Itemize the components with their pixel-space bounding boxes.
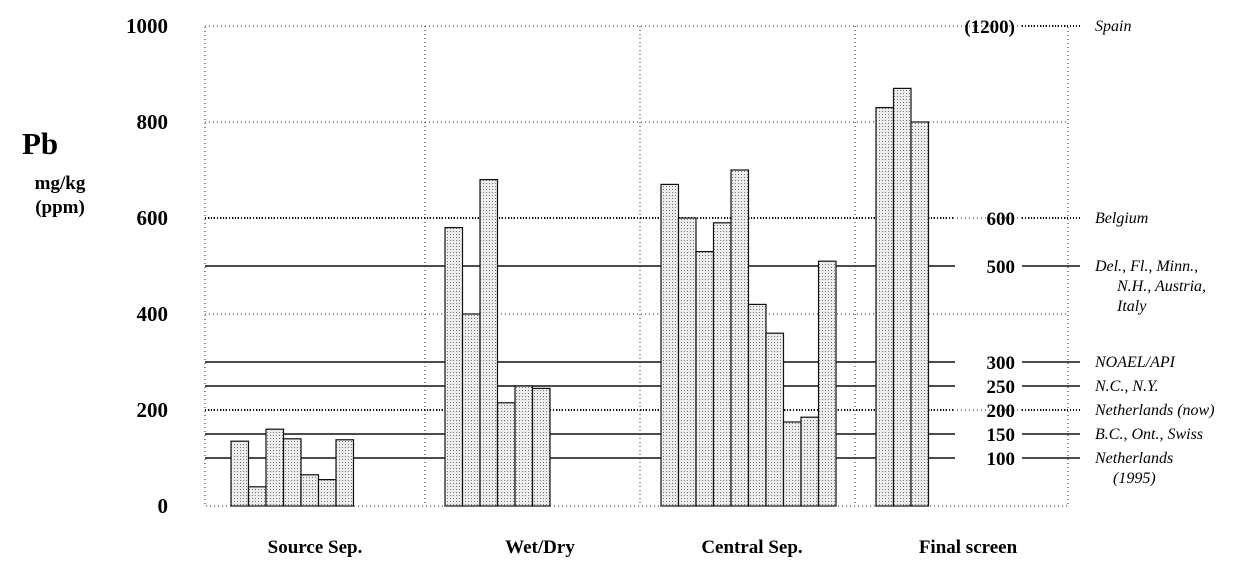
bar-2-3 [712,222,732,507]
bar-0-3 [282,438,302,507]
bar-0-6 [335,439,355,507]
bar-0-4 [300,474,320,507]
bar-1-3 [496,402,516,507]
category-label: Central Sep. [701,537,802,558]
category-label: Wet/Dry [505,537,575,558]
y-tick-label: 600 [137,206,169,230]
jurisdiction-label: Italy [1116,298,1147,315]
bar-1-4 [514,385,534,507]
bar-3-1 [892,87,912,507]
bar-0-0 [230,440,250,507]
bar-3-0 [875,106,895,507]
category-label: Source Sep. [268,537,363,558]
jurisdiction-label: N.H., Austria, [1116,278,1206,295]
reference-value-label: 500 [987,257,1016,278]
bar-2-4 [730,169,750,507]
bar-2-0 [660,183,680,507]
bar-2-8 [800,416,820,507]
bar-2-7 [782,421,802,507]
bar-2-5 [747,303,767,507]
bar-2-1 [677,217,697,507]
jurisdiction-label: (1995) [1113,470,1156,487]
reference-value-label: 250 [987,377,1016,398]
bar-2-9 [817,260,837,507]
reference-value-label: 200 [987,401,1016,422]
y-tick-label: 400 [137,302,169,326]
y-tick-label: 200 [137,398,169,422]
reference-value-label: 600 [987,209,1016,230]
bar-1-0 [444,227,464,507]
jurisdiction-label: N.C., N.Y. [1094,378,1158,395]
y-axis-unit-line2: (ppm) [35,197,85,218]
y-tick-label: 800 [137,110,169,134]
bar-0-2 [265,428,285,507]
jurisdiction-label: Netherlands (now) [1094,402,1215,419]
bar-3-2 [910,121,930,507]
reference-value-label: 150 [987,425,1016,446]
jurisdiction-label: B.C., Ont., Swiss [1095,426,1203,443]
y-tick-label: 1000 [126,14,168,38]
y-axis-title: Pb [22,126,59,161]
bar-1-1 [461,313,481,507]
reference-value-label: 100 [987,449,1016,470]
jurisdiction-label: NOAEL/API [1094,354,1176,371]
bar-0-5 [317,479,337,507]
bar-1-2 [479,179,499,507]
category-label: Final screen [919,537,1018,558]
bar-1-5 [531,387,551,507]
y-tick-label: 0 [158,494,169,518]
jurisdiction-label: Del., Fl., Minn., [1094,258,1198,275]
jurisdiction-label: Spain [1095,18,1131,35]
jurisdiction-label: Belgium [1095,210,1148,227]
jurisdiction-label: Netherlands [1094,450,1173,467]
bar-2-2 [695,251,715,507]
reference-value-label: 300 [987,353,1016,374]
bar-0-1 [247,486,267,507]
y-axis-unit-line1: mg/kg [34,173,86,194]
y-axis-unit: mg/kg (ppm) [18,172,102,220]
reference-value-label: (1200) [964,17,1015,38]
bar-2-6 [765,332,785,507]
